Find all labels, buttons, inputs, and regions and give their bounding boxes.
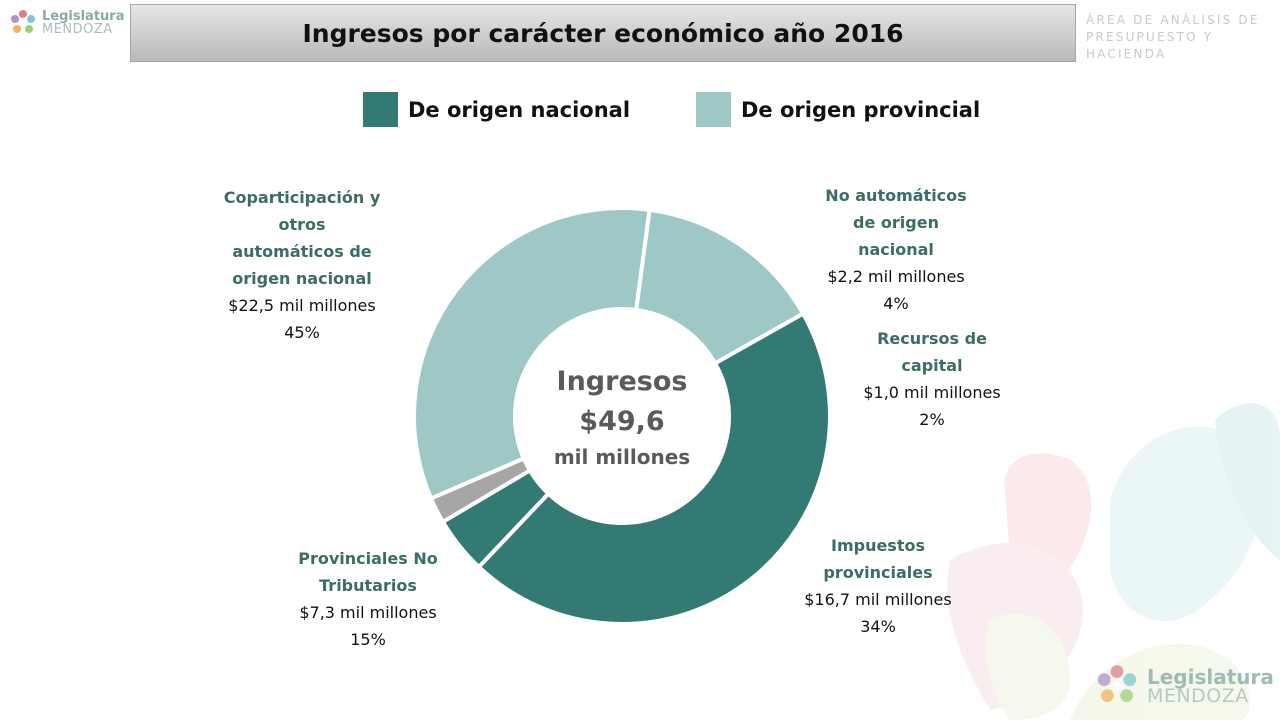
center-unit: mil millones: [553, 445, 691, 469]
slice-name: Provinciales No Tributarios: [298, 549, 438, 595]
legend-swatch-nacional: [363, 92, 398, 127]
header-logo: Legislatura MENDOZA: [8, 8, 124, 38]
slice-name: Impuestos provinciales: [823, 536, 933, 582]
logo-line2: MENDOZA: [42, 22, 113, 37]
donut-slice-3: [412, 206, 652, 501]
slice-percent: 15%: [350, 630, 386, 649]
slice-percent: 4%: [883, 294, 909, 313]
slice-label-no-automaticos: No automáticos de origen nacional $2,2 m…: [802, 182, 990, 317]
department-line2: PRESUPUESTO Y HACIENDA: [1086, 30, 1214, 61]
legend-swatch-provincial: [696, 92, 731, 127]
flower-logo-icon: [11, 10, 35, 33]
title-bar: Ingresos por carácter económico año 2016: [130, 4, 1076, 62]
donut-slice-4: [634, 207, 806, 366]
center-title: Ingresos: [556, 366, 688, 397]
department-line1: ÁREA DE ANÁLISIS DE: [1086, 13, 1260, 27]
donut-slice-0: [476, 311, 832, 626]
slice-label-impuestos: Impuestos provinciales $16,7 mil millone…: [786, 532, 970, 640]
logo-line1: Legislatura: [42, 9, 125, 24]
slice-name: No automáticos de origen nacional: [825, 186, 967, 259]
slice-amount: $16,7 mil millones: [804, 590, 952, 609]
slice-amount: $22,5 mil millones: [228, 296, 376, 315]
slice-label-no-tributarios: Provinciales No Tributarios $7,3 mil mil…: [276, 545, 460, 653]
slice-name: Recursos de capital: [877, 329, 987, 375]
slice-name: Coparticipación y otros automáticos de o…: [223, 188, 381, 288]
slice-percent: 45%: [284, 323, 320, 342]
flower-logo-icon: [1097, 665, 1137, 702]
slice-label-coparticipacion: Coparticipación y otros automáticos de o…: [200, 184, 404, 346]
department-label: ÁREA DE ANÁLISIS DE PRESUPUESTO Y HACIEN…: [1086, 12, 1280, 63]
legend-label-provincial: De origen provincial: [741, 97, 981, 122]
slice-percent: 2%: [919, 410, 945, 429]
page-title: Ingresos por carácter económico año 2016: [302, 18, 904, 48]
slice-percent: 34%: [860, 617, 896, 636]
slice-amount: $7,3 mil millones: [299, 603, 437, 622]
legend-item-nacional: De origen nacional: [363, 92, 630, 127]
center-total: $49,6: [579, 406, 665, 437]
slice-amount: $2,2 mil millones: [827, 267, 965, 286]
legend-label-nacional: De origen nacional: [408, 97, 631, 122]
slice-label-recursos-capital: Recursos de capital $1,0 mil millones 2%: [842, 325, 1022, 433]
slice-amount: $1,0 mil millones: [863, 383, 1001, 402]
logo-line1: Legislatura: [1147, 664, 1274, 689]
donut-center-label: Ingresos $49,6 mil millones: [532, 362, 712, 472]
logo-line2: MENDOZA: [1147, 684, 1249, 707]
footer-logo: Legislatura MENDOZA: [1093, 662, 1274, 710]
legend-item-provincial: De origen provincial: [696, 92, 980, 127]
